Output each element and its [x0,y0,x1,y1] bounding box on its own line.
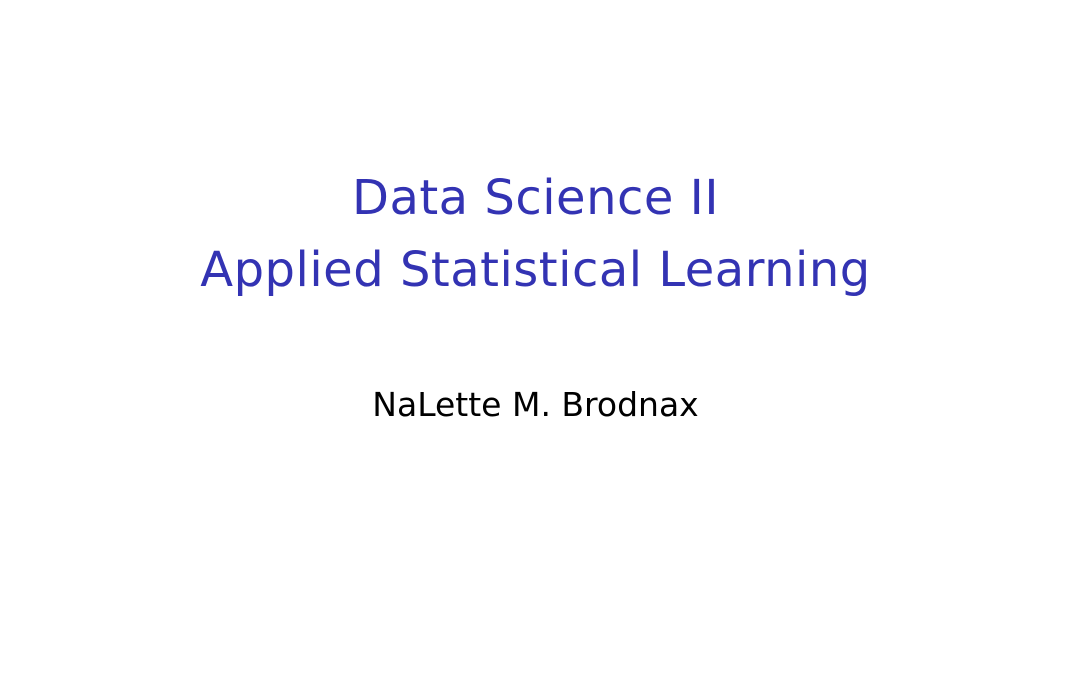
title-line-1: Data Science II [351,170,719,226]
author-name: NaLette M. Brodnax [372,385,699,424]
title-line-2: Applied Statistical Learning [200,242,871,298]
slide-title: Data Science II Applied Statistical Lear… [0,162,1071,306]
